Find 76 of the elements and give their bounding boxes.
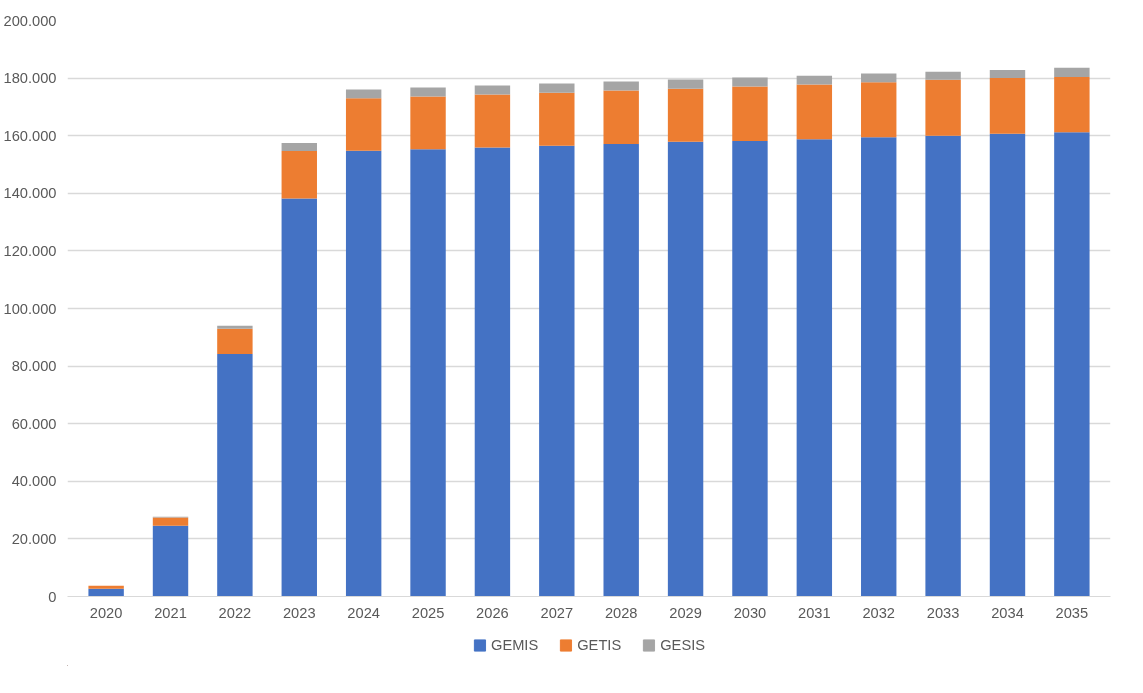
bar — [1054, 132, 1090, 597]
x-tick-label: 2029 — [669, 604, 702, 621]
bar — [1054, 67, 1090, 77]
bar — [667, 88, 704, 142]
bar — [732, 140, 768, 597]
bar — [989, 133, 1026, 597]
x-tick-label: 2035 — [1055, 604, 1089, 621]
y-tick-label: 180.000 — [3, 70, 57, 87]
bar — [861, 82, 897, 138]
bar — [861, 137, 897, 597]
x-tick-label: 2028 — [604, 604, 638, 621]
x-tick-label: 2020 — [89, 604, 123, 621]
bar — [796, 75, 833, 85]
x-tick-label: 2025 — [411, 604, 445, 621]
bar — [345, 150, 382, 597]
bar — [345, 89, 382, 99]
bar — [410, 87, 446, 97]
y-tick-label: 120.000 — [3, 242, 57, 259]
bar — [667, 141, 704, 597]
y-tick-label: 0 — [48, 588, 57, 605]
y-tick-label: 100.000 — [3, 300, 57, 317]
bar — [732, 77, 768, 87]
bar — [281, 142, 317, 151]
x-tick-label: 2021 — [154, 604, 187, 621]
x-tick-label: 2031 — [798, 604, 831, 621]
bar — [732, 86, 768, 141]
bar — [345, 98, 382, 151]
bar — [410, 96, 446, 150]
x-tick-label: 2033 — [926, 604, 960, 621]
x-tick-label: 2030 — [733, 604, 767, 621]
bar — [796, 84, 833, 140]
y-tick-label: 40.000 — [11, 473, 57, 490]
bar — [667, 79, 704, 89]
legend-label: GESIS — [660, 637, 706, 653]
y-tick-label: 20.000 — [11, 530, 57, 547]
x-tick-label: 2022 — [218, 604, 252, 621]
x-tick-label: 2024 — [347, 604, 380, 621]
bar — [152, 525, 189, 597]
bar — [217, 325, 253, 329]
bar — [217, 328, 253, 354]
bar — [539, 92, 575, 146]
bar — [796, 139, 833, 597]
x-tick-label: 2034 — [991, 604, 1024, 621]
bar — [539, 83, 575, 93]
y-tick-label: 160.000 — [3, 127, 57, 144]
bar — [410, 149, 446, 597]
bar — [474, 94, 511, 148]
bar — [281, 150, 317, 199]
y-tick-label: 140.000 — [3, 185, 57, 202]
x-tick-label: 2026 — [476, 604, 509, 621]
legend-label: GEMIS — [490, 637, 539, 653]
bar — [925, 135, 961, 597]
bar — [989, 78, 1026, 134]
bar — [88, 585, 124, 589]
bar — [539, 145, 575, 597]
bar — [152, 517, 189, 526]
y-tick-label: 200.000 — [3, 12, 57, 29]
bar — [474, 147, 511, 597]
legend-label: GETIS — [577, 637, 622, 653]
bar — [989, 70, 1026, 79]
bar — [88, 588, 124, 597]
bar — [925, 79, 961, 136]
bar — [474, 85, 511, 95]
bar — [925, 71, 961, 80]
x-tick-label: 2023 — [282, 604, 316, 621]
bar — [861, 73, 897, 83]
x-tick-label: 2027 — [540, 604, 574, 621]
bar — [281, 198, 317, 597]
bar — [603, 90, 639, 145]
y-tick-label: 80.000 — [11, 358, 57, 375]
bar — [1054, 76, 1090, 133]
y-tick-label: 60.000 — [11, 415, 57, 432]
bar — [603, 144, 639, 597]
bar — [603, 81, 639, 91]
bar — [217, 354, 253, 597]
x-tick-label: 2032 — [862, 604, 896, 621]
